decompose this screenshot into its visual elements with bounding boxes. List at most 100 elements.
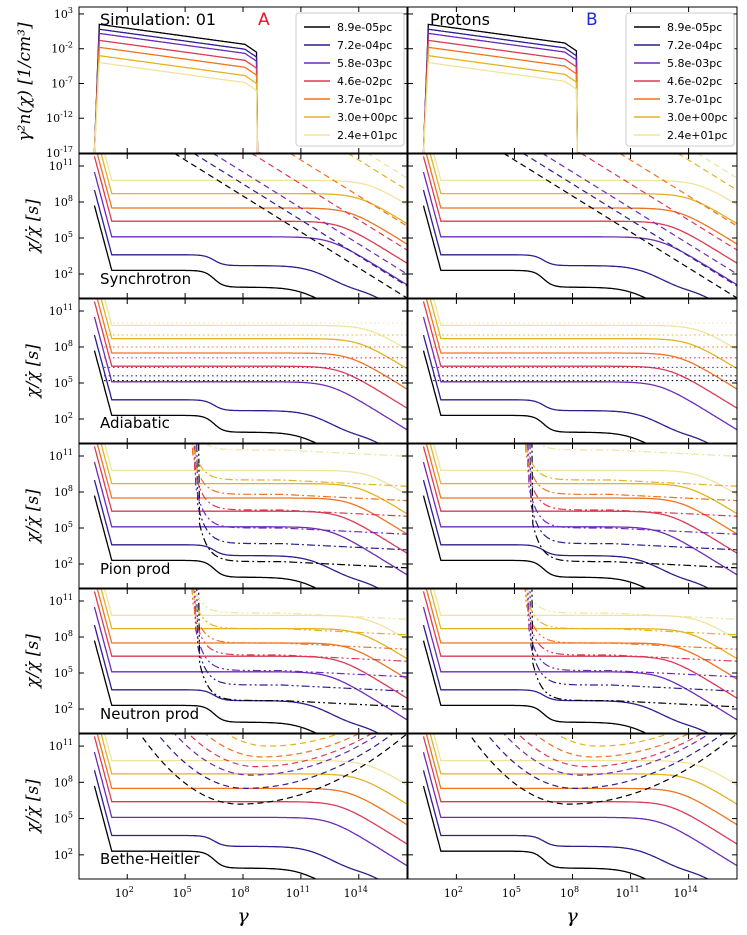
legend-b-label-5: 3.0e+00pc xyxy=(667,111,728,124)
total-line-a-3-0 xyxy=(93,640,318,733)
process-line-a-2-3 xyxy=(193,444,407,517)
y-tick-label: 102 xyxy=(54,847,73,862)
process-line-b-0-5 xyxy=(677,154,737,191)
total-line-a-0-3 xyxy=(93,156,407,264)
process-line-b-0-0 xyxy=(503,154,737,298)
panel-tag-b: B xyxy=(586,10,598,30)
process-line-a-0-3 xyxy=(251,154,407,251)
density-line-b-0 xyxy=(422,23,581,153)
total-line-b-0-3 xyxy=(422,156,737,264)
xlabel-b: γ xyxy=(566,905,578,927)
process-line-b-2-4 xyxy=(524,444,737,502)
process-line-a-4-5 xyxy=(225,734,340,747)
x-tick-label: 108 xyxy=(560,885,579,900)
y-tick-label: 108 xyxy=(54,629,73,644)
x-tick-label: 102 xyxy=(115,885,134,900)
total-line-a-3-6 xyxy=(104,589,407,641)
rate-curves-a-3 xyxy=(93,589,407,733)
rate-curves-b-2 xyxy=(422,444,737,588)
total-line-b-3-5 xyxy=(429,589,737,660)
total-line-a-4-6 xyxy=(104,734,407,786)
column-title-a: Simulation: 01 xyxy=(100,10,216,29)
legend-b-label-6: 2.4e+01pc xyxy=(667,129,728,142)
rate-curves-b-1 xyxy=(422,299,737,443)
ylabel-adiabatic: χ/χ̇ [s] xyxy=(23,344,43,399)
x-tick-label: 1011 xyxy=(615,885,639,900)
row-label-bethe-heitler: Bethe-Heitler xyxy=(100,850,201,868)
density-line-a-4 xyxy=(93,46,261,153)
total-line-a-4-2 xyxy=(93,751,407,867)
total-line-a-2-0 xyxy=(93,495,318,588)
process-line-a-2-6 xyxy=(205,444,407,457)
process-line-a-0-5 xyxy=(348,154,407,191)
process-line-b-4-1 xyxy=(486,734,724,789)
total-line-b-3-3 xyxy=(422,591,737,699)
legend-b: 8.9e-05pc 7.2e-04pc 5.8e-03pc 4.6e-02pc … xyxy=(625,12,735,147)
legend-a-label-4: 3.7e-01pc xyxy=(337,93,392,106)
process-line-a-0-1 xyxy=(193,154,407,287)
y-tick-label: 1011 xyxy=(49,303,73,318)
process-line-b-2-2 xyxy=(527,444,737,535)
process-line-a-3-2 xyxy=(194,589,407,678)
legend-a-label-6: 2.4e+01pc xyxy=(337,129,398,142)
total-line-b-0-1 xyxy=(422,189,710,298)
process-line-a-4-0 xyxy=(139,734,407,805)
y-tick-label: 1011 xyxy=(49,593,73,608)
process-line-a-2-5 xyxy=(191,444,407,487)
density-line-a-3 xyxy=(93,39,261,153)
process-line-b-3-3 xyxy=(526,589,737,662)
total-line-a-3-4 xyxy=(96,589,407,680)
process-line-b-4-2 xyxy=(503,734,710,776)
density-line-b-2 xyxy=(422,32,581,153)
total-line-a-4-4 xyxy=(96,734,407,826)
y-tick-label: 103 xyxy=(54,6,73,21)
process-line-a-2-0 xyxy=(198,444,407,569)
total-line-a-4-5 xyxy=(100,734,407,805)
total-line-a-4-0 xyxy=(93,785,318,879)
total-line-a-2-6 xyxy=(104,444,407,496)
density-line-b-4 xyxy=(422,46,581,153)
x-tick-label: 105 xyxy=(502,885,521,900)
total-line-b-4-2 xyxy=(422,751,737,867)
process-line-a-4-1 xyxy=(156,734,394,789)
process-line-a-3-5 xyxy=(191,589,407,636)
density-line-a-0 xyxy=(93,23,261,153)
ylabel-density: γ²n(χ) [1/cm³] xyxy=(15,22,35,142)
process-line-a-3-1 xyxy=(196,589,407,692)
process-line-b-3-1 xyxy=(529,589,737,692)
y-tick-label: 105 xyxy=(54,520,73,535)
y-tick-label: 10-7 xyxy=(51,75,73,90)
total-line-b-1-2 xyxy=(422,316,737,431)
total-line-b-0-0 xyxy=(422,205,648,298)
total-line-b-1-0 xyxy=(422,350,648,443)
y-tick-label: 108 xyxy=(54,194,73,209)
total-line-a-2-4 xyxy=(96,444,407,535)
ylabel-synchrotron: χ/χ̇ [s] xyxy=(23,199,43,254)
legend-b-label-1: 7.2e-04pc xyxy=(667,39,722,52)
x-tick-label: 1014 xyxy=(344,885,368,900)
legend-b-label-4: 3.7e-01pc xyxy=(667,93,722,106)
x-tick-label: 1014 xyxy=(674,885,698,900)
total-line-b-4-1 xyxy=(422,770,710,879)
y-tick-label: 105 xyxy=(54,375,73,390)
process-line-a-3-0 xyxy=(198,589,407,708)
total-line-a-1-6 xyxy=(104,299,407,351)
y-tick-label: 102 xyxy=(54,556,73,571)
y-tick-label: 105 xyxy=(54,230,73,245)
density-line-a-5 xyxy=(93,54,261,153)
rate-curves-a-2 xyxy=(93,444,407,588)
total-line-b-3-2 xyxy=(422,606,737,721)
row-label-pion-prod: Pion prod xyxy=(100,560,170,578)
density-line-b-5 xyxy=(422,54,581,153)
rate-curves-a-1 xyxy=(93,299,407,443)
total-line-b-0-5 xyxy=(429,154,737,225)
process-line-b-0-4 xyxy=(619,154,737,227)
process-line-b-0-1 xyxy=(522,154,737,287)
total-line-b-1-3 xyxy=(422,301,737,409)
rate-curves-a-4 xyxy=(93,734,407,879)
legend-a: 8.9e-05pc 7.2e-04pc 5.8e-03pc 4.6e-02pc … xyxy=(295,12,405,147)
total-line-b-3-0 xyxy=(422,640,648,733)
total-line-b-2-5 xyxy=(429,444,737,515)
total-line-b-4-6 xyxy=(433,734,737,786)
process-line-b-2-5 xyxy=(524,444,737,487)
